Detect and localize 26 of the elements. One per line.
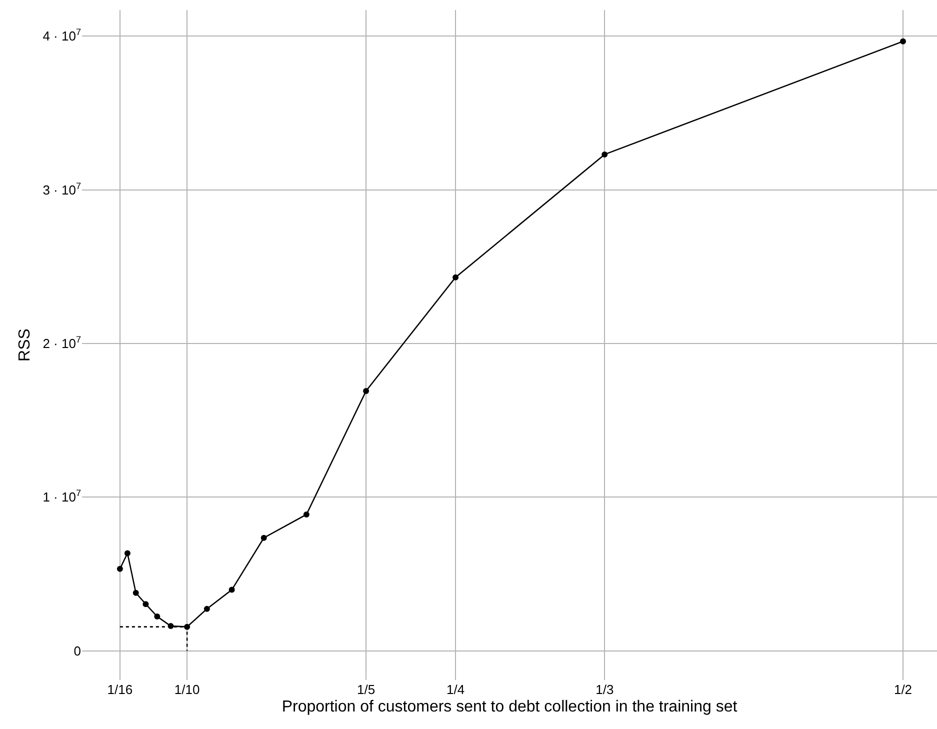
x-tick-label: 1/4 (446, 682, 465, 697)
y-tick-label: 3 · 10$^{7}$ (42, 180, 81, 198)
y-axis-title: RSS (16, 328, 34, 362)
x-tick-label: 1/2 (894, 682, 912, 697)
point (142, 601, 149, 608)
y-tick-label: 4 · 10$^{7}$ (42, 27, 81, 44)
point (900, 38, 906, 44)
point (228, 586, 235, 593)
y-tick-label: 2 · 10$^{7}$ (42, 334, 81, 352)
x-tick-label: 1/10 (174, 682, 200, 697)
y-tick-label: 0 (74, 643, 81, 658)
point (363, 388, 370, 394)
x-tick-label: 1/3 (596, 682, 614, 697)
x-tick-label: 1/5 (357, 682, 376, 697)
point (116, 566, 123, 572)
point (452, 274, 459, 280)
x-tick-label: 1/16 (107, 682, 133, 697)
point (204, 606, 210, 612)
y-tick-label: 1 · 10$^{7}$ (42, 488, 81, 505)
point (154, 614, 160, 620)
point (124, 550, 130, 556)
point (260, 534, 267, 541)
point (602, 151, 608, 158)
x-axis-title: Proportion of customers sent to debt collection in the training set (282, 698, 738, 716)
point (303, 512, 310, 518)
point (132, 590, 139, 596)
